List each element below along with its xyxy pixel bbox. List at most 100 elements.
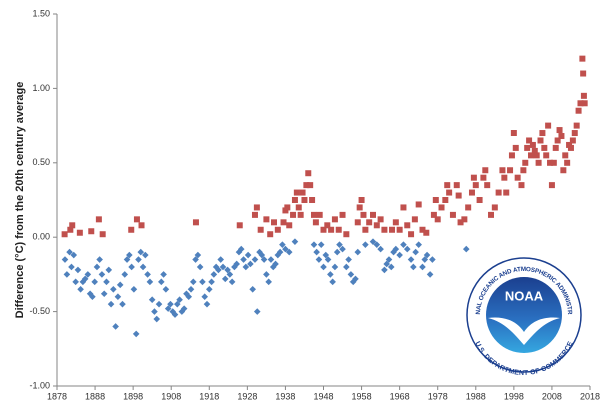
point xyxy=(421,256,429,263)
point xyxy=(470,174,477,181)
point xyxy=(84,271,92,278)
point xyxy=(258,251,266,259)
point xyxy=(217,256,225,263)
point xyxy=(313,248,320,256)
point xyxy=(331,263,339,271)
point xyxy=(305,170,312,177)
point xyxy=(410,263,417,271)
x-tick-label: 1948 xyxy=(313,391,333,401)
point xyxy=(251,211,258,218)
x-tick-label: 2018 xyxy=(580,391,600,401)
point xyxy=(187,285,195,293)
point xyxy=(132,330,140,338)
point xyxy=(462,245,470,253)
point xyxy=(480,174,487,181)
point xyxy=(543,152,550,159)
point xyxy=(415,241,422,248)
logo-disc xyxy=(486,277,562,353)
point xyxy=(569,137,576,144)
point xyxy=(123,256,131,263)
point xyxy=(329,278,336,286)
point xyxy=(567,144,574,151)
point xyxy=(142,251,149,259)
point xyxy=(66,248,73,256)
point xyxy=(461,216,468,223)
point xyxy=(235,248,243,256)
point xyxy=(114,293,122,301)
point xyxy=(390,248,397,256)
point xyxy=(558,133,565,140)
point xyxy=(404,222,411,229)
y-tick-label: 0.00 xyxy=(32,232,50,242)
point xyxy=(512,144,519,151)
point xyxy=(545,122,552,129)
point xyxy=(171,311,179,318)
point xyxy=(552,144,559,151)
point xyxy=(580,70,587,77)
point xyxy=(121,271,129,278)
point xyxy=(562,152,569,159)
point xyxy=(455,192,462,199)
point xyxy=(219,263,227,271)
point xyxy=(274,226,281,233)
point xyxy=(560,167,567,174)
point xyxy=(349,278,357,286)
point xyxy=(224,266,231,274)
point xyxy=(291,197,298,203)
point xyxy=(571,130,578,137)
x-tick-label: 1998 xyxy=(504,391,524,401)
point xyxy=(185,293,193,301)
point xyxy=(226,271,234,278)
point xyxy=(286,222,293,229)
point xyxy=(366,219,373,226)
point xyxy=(249,285,256,293)
point xyxy=(411,216,418,223)
point xyxy=(205,285,213,293)
point xyxy=(236,222,243,229)
point xyxy=(196,263,204,271)
x-tick-label: 2008 xyxy=(542,391,562,401)
point xyxy=(162,285,170,293)
point xyxy=(135,256,142,263)
point xyxy=(432,197,439,203)
point xyxy=(180,305,188,312)
point xyxy=(103,278,110,286)
point xyxy=(192,256,199,263)
point xyxy=(400,241,407,248)
y-tick-label: -1.00 xyxy=(29,380,50,390)
point xyxy=(362,226,369,233)
point xyxy=(541,144,548,151)
point xyxy=(579,55,586,62)
point xyxy=(128,226,135,233)
point xyxy=(153,315,161,323)
x-tick-label: 1908 xyxy=(161,391,181,401)
x-tick-label: 1888 xyxy=(85,391,105,401)
point xyxy=(276,248,284,256)
point xyxy=(315,256,323,263)
point xyxy=(396,251,403,259)
point xyxy=(201,293,209,301)
point xyxy=(86,290,94,298)
point xyxy=(514,174,521,181)
point xyxy=(274,251,282,259)
point xyxy=(403,245,411,253)
point xyxy=(539,130,546,137)
point xyxy=(426,271,434,278)
point xyxy=(377,216,384,223)
point xyxy=(63,271,71,278)
point xyxy=(144,271,151,278)
point xyxy=(356,204,363,211)
logo-top-text: NATIONAL OCEANIC AND ATMOSPHERIC ADMINIS… xyxy=(0,0,573,315)
point xyxy=(199,278,206,286)
x-tick-label: 1918 xyxy=(199,391,219,401)
point xyxy=(126,251,133,259)
point xyxy=(310,241,318,248)
point xyxy=(537,137,544,144)
point xyxy=(139,263,147,271)
point xyxy=(242,263,250,271)
point xyxy=(279,241,286,248)
point xyxy=(194,251,202,259)
point xyxy=(189,278,197,286)
point xyxy=(548,182,555,189)
y-tick-label: 0.50 xyxy=(32,157,50,167)
